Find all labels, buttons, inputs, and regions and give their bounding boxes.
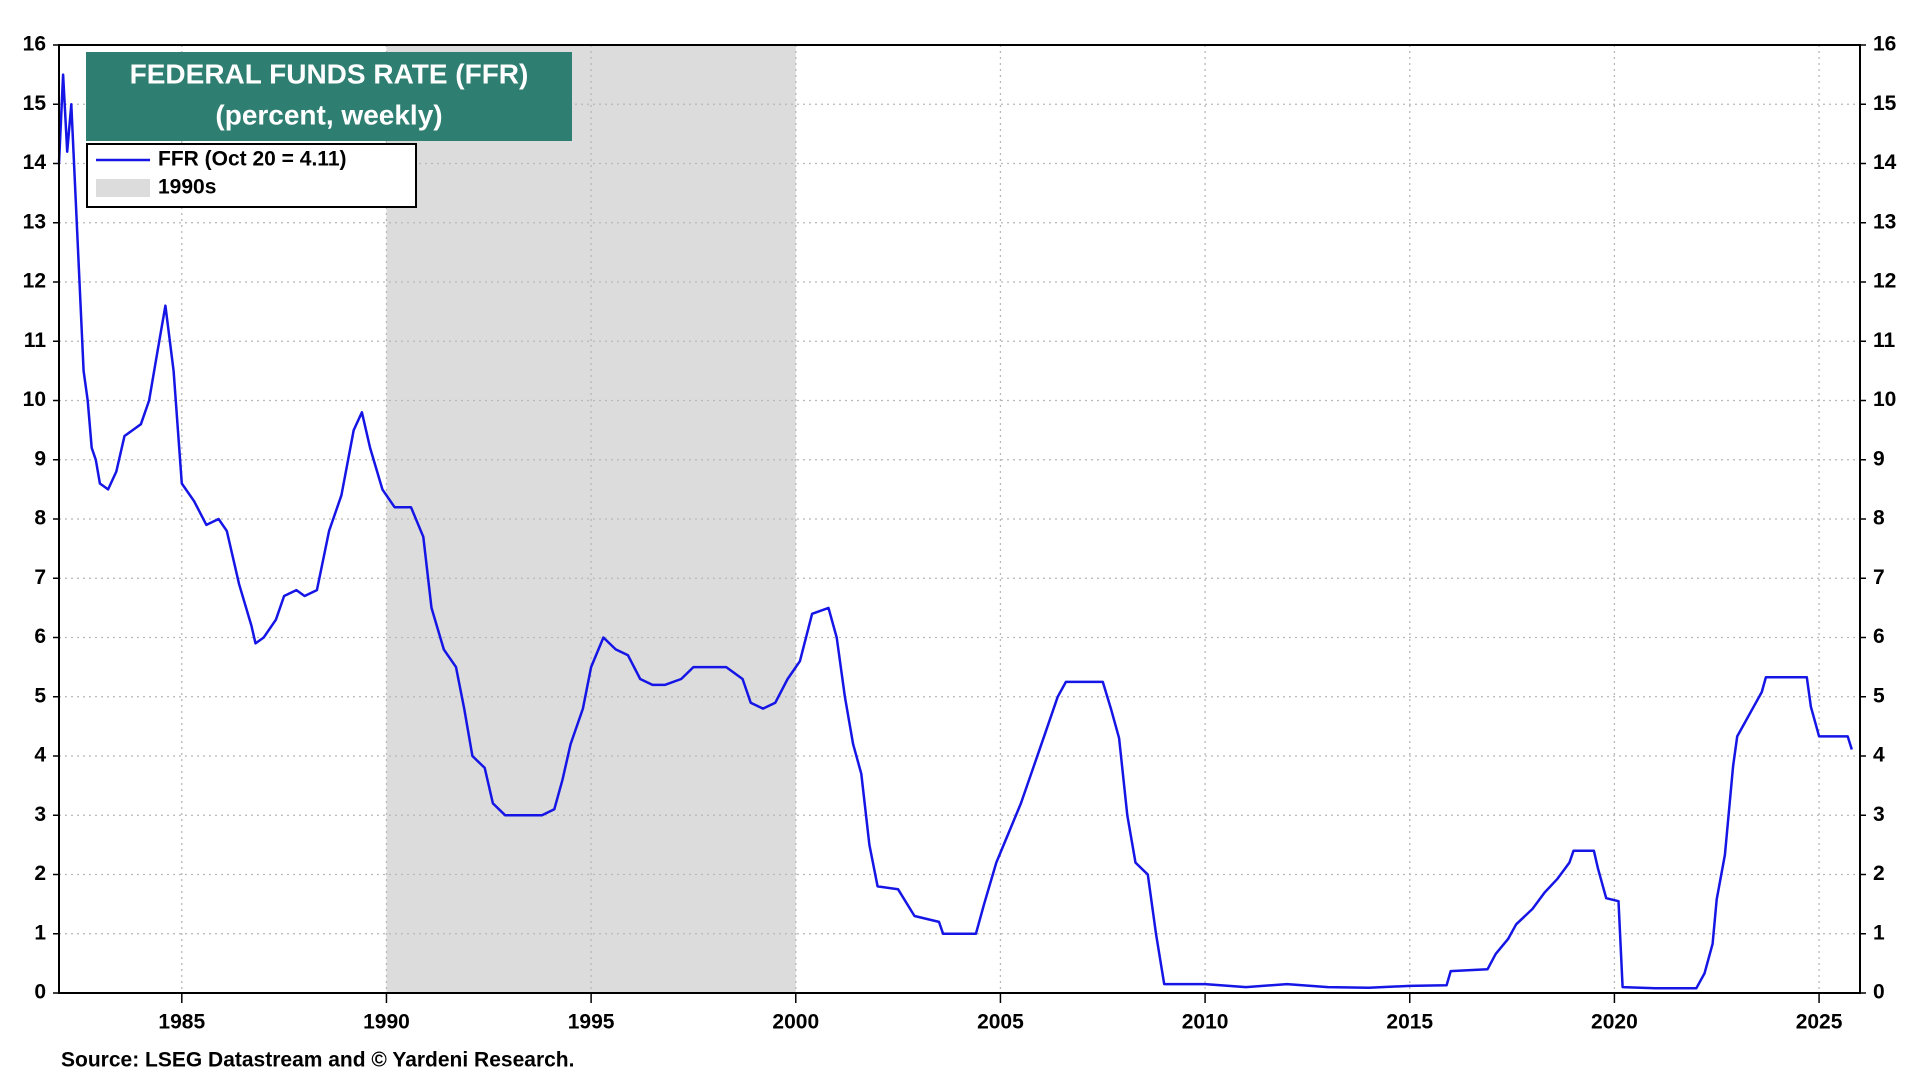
y-tick-label: 7 [34,566,46,589]
y2-tick-label: 0 [1873,981,1885,1004]
source: Source: LSEG Datastream and © Yardeni Re… [61,1049,574,1072]
y2-tick-label: 10 [1873,388,1896,411]
y-tick-label: 0 [34,981,46,1004]
x-tick-label: 2025 [1796,1011,1843,1034]
y-tick-label: 1 [34,921,46,944]
legend-label: 1990s [158,176,216,199]
y2-tick-label: 8 [1873,507,1885,530]
y-tick-label: 5 [34,684,46,707]
x-tick-label: 2005 [977,1011,1024,1034]
x-tick-label: 2000 [772,1011,819,1034]
y-tick-label: 9 [34,447,46,470]
legend-swatch [96,179,150,197]
y2-tick-label: 16 [1873,33,1896,56]
plot [59,44,1860,994]
y-tick-label: 4 [34,744,46,767]
y-tick-label: 12 [23,270,46,293]
y2-tick-label: 4 [1873,744,1885,767]
plot-frame [58,44,1861,994]
y-tick-label: 14 [23,151,47,174]
y2-tick-label: 3 [1873,803,1885,826]
y2-tick-label: 7 [1873,566,1885,589]
y2-tick-label: 13 [1873,210,1896,233]
y-tick-label: 6 [34,625,46,648]
legend-label: FFR (Oct 20 = 4.11) [158,148,347,171]
x-tick-label: 1985 [158,1011,205,1034]
y-tick-label: 13 [23,210,46,233]
y2-tick-label: 12 [1873,270,1896,293]
x-tick-label: 1990 [363,1011,410,1034]
y2-tick-label: 15 [1873,92,1897,115]
y-tick-label: 15 [23,92,47,115]
x-tick-label: 2010 [1182,1011,1229,1034]
y-tick-label: 11 [24,329,47,352]
y-tick-label: 10 [23,388,46,411]
y2-tick-label: 9 [1873,447,1885,470]
x-tick-label: 1995 [568,1011,615,1034]
x-tick-label: 2020 [1591,1011,1638,1034]
title-box [86,52,572,141]
chart-subtitle: (percent, weekly) [215,99,442,130]
y-tick-label: 16 [23,33,46,56]
y2-tick-label: 5 [1873,684,1885,707]
series-line [57,73,1853,990]
y2-tick-label: 6 [1873,625,1885,648]
y2-tick-label: 11 [1873,329,1896,352]
y2-tick-label: 2 [1873,862,1885,885]
x-tick-label: 2015 [1386,1011,1433,1034]
y-tick-label: 8 [34,507,46,530]
chart-title: FEDERAL FUNDS RATE (FFR) [130,58,529,89]
y-tick-label: 2 [34,862,46,885]
y-tick-label: 3 [34,803,46,826]
y2-tick-label: 14 [1873,151,1897,174]
y2-tick-label: 1 [1873,921,1885,944]
